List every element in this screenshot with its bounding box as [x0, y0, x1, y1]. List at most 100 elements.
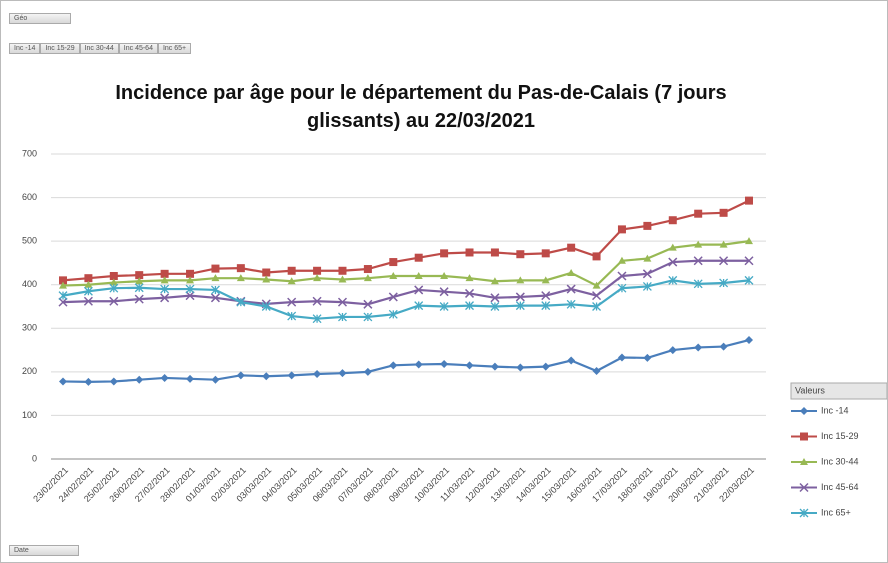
marker [617, 256, 626, 264]
marker [210, 293, 220, 303]
marker [363, 274, 372, 282]
marker [799, 508, 809, 518]
marker [592, 366, 601, 375]
marker [668, 346, 677, 355]
marker [312, 314, 322, 324]
series-line [62, 279, 750, 320]
field-button[interactable]: Inc 65+ [157, 43, 192, 54]
marker [312, 296, 322, 306]
marker [59, 377, 67, 386]
marker [800, 458, 808, 465]
y-tick-label: 700 [22, 148, 37, 158]
marker [440, 249, 449, 258]
marker [799, 482, 809, 493]
marker [566, 299, 576, 309]
y-tick-label: 300 [22, 323, 37, 333]
marker [185, 284, 195, 294]
series-line [62, 199, 750, 282]
marker [287, 266, 296, 275]
marker [567, 356, 576, 365]
marker [262, 275, 271, 283]
marker [464, 288, 475, 298]
marker [59, 281, 67, 289]
marker [719, 256, 729, 266]
marker [388, 292, 398, 302]
y-tick-label: 100 [22, 410, 37, 420]
field-button[interactable]: Inc 45-64 [118, 43, 158, 54]
marker [440, 272, 449, 279]
legend-label: Inc 45-64 [821, 482, 859, 492]
marker [719, 342, 728, 351]
marker [642, 269, 652, 279]
marker [414, 285, 424, 295]
marker [338, 312, 347, 322]
field-button[interactable]: Inc 15-29 [40, 43, 80, 54]
marker [643, 221, 652, 230]
marker [83, 286, 93, 296]
marker [515, 292, 525, 302]
marker [84, 280, 93, 288]
marker [541, 362, 550, 371]
marker [642, 281, 652, 291]
marker [211, 274, 220, 282]
marker [617, 283, 627, 293]
marker [313, 274, 322, 282]
field-buttons: Inc -14 Inc 15-29 Inc 30-44 Inc 45-64 Inc 65… [9, 43, 192, 54]
field-button[interactable]: Inc 30-44 [79, 43, 119, 54]
marker [186, 374, 195, 383]
marker [109, 377, 118, 386]
marker [287, 297, 297, 307]
marker [58, 297, 68, 307]
marker [490, 277, 499, 285]
marker [134, 283, 144, 293]
marker [186, 276, 195, 284]
marker [414, 253, 423, 262]
marker [338, 369, 347, 378]
marker [363, 265, 372, 274]
y-tick-label: 200 [22, 366, 37, 376]
marker [719, 278, 729, 288]
marker [617, 271, 627, 281]
marker [592, 302, 602, 311]
field-button[interactable]: Inc -14 [9, 43, 41, 54]
marker [337, 297, 348, 307]
marker [211, 375, 220, 384]
series-line [62, 338, 750, 383]
legend-header [790, 382, 887, 400]
y-tick-label: 600 [22, 192, 37, 202]
marker [744, 275, 754, 285]
marker [439, 287, 449, 297]
y-tick-label: 0 [32, 453, 37, 463]
marker [516, 363, 525, 372]
marker [287, 277, 296, 285]
marker [541, 276, 550, 284]
legend-title: Valeurs [795, 385, 825, 395]
y-tick-label: 400 [22, 279, 37, 289]
marker [567, 243, 576, 252]
marker [592, 291, 602, 301]
marker [236, 371, 245, 380]
marker [414, 360, 423, 369]
y-tick-label: 500 [22, 236, 37, 246]
legend-label: Inc 30-44 [821, 456, 859, 466]
marker [745, 196, 753, 205]
filter-button[interactable]: Géo [9, 13, 71, 24]
marker [84, 274, 93, 283]
marker [465, 274, 474, 282]
marker [414, 301, 424, 311]
marker [693, 256, 703, 266]
marker [262, 268, 271, 277]
marker [83, 296, 93, 306]
marker [363, 367, 372, 376]
marker [694, 209, 703, 218]
axis-button[interactable]: Date [9, 545, 79, 556]
marker [261, 302, 271, 311]
marker [58, 291, 68, 301]
marker [694, 343, 703, 352]
marker [516, 276, 525, 284]
marker [109, 296, 119, 306]
marker [185, 291, 195, 301]
marker [313, 266, 322, 275]
marker [719, 208, 728, 217]
